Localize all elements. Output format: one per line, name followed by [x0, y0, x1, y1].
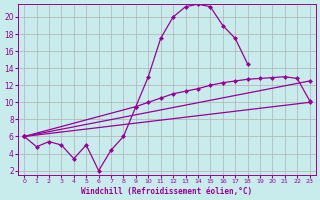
- X-axis label: Windchill (Refroidissement éolien,°C): Windchill (Refroidissement éolien,°C): [81, 187, 252, 196]
